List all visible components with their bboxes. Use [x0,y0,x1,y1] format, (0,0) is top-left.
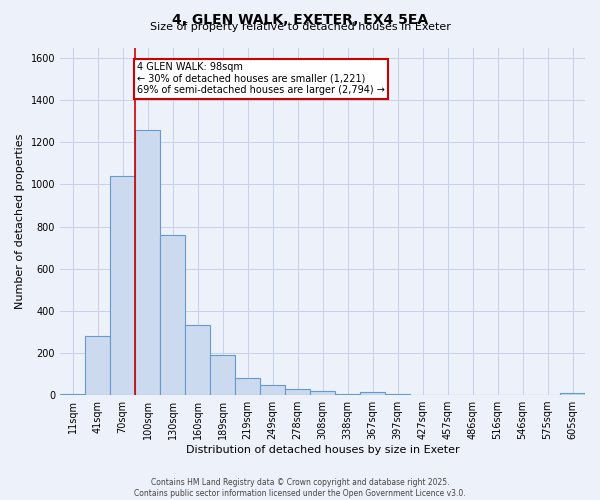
Bar [310,391,335,395]
Text: 4 GLEN WALK: 98sqm
← 30% of detached houses are smaller (1,221)
69% of semi-deta: 4 GLEN WALK: 98sqm ← 30% of detached hou… [137,62,385,96]
Text: Size of property relative to detached houses in Exeter: Size of property relative to detached ho… [149,22,451,32]
Text: 4, GLEN WALK, EXETER, EX4 5EA: 4, GLEN WALK, EXETER, EX4 5EA [172,12,428,26]
X-axis label: Distribution of detached houses by size in Exeter: Distribution of detached houses by size … [186,445,460,455]
Y-axis label: Number of detached properties: Number of detached properties [15,134,25,309]
Bar [160,235,185,395]
Bar [560,393,585,395]
Bar [260,384,285,395]
Bar [235,378,260,395]
Bar [385,394,410,395]
Bar [85,336,110,395]
Bar [60,394,85,395]
Bar [285,389,310,395]
Bar [360,392,385,395]
Text: Contains HM Land Registry data © Crown copyright and database right 2025.
Contai: Contains HM Land Registry data © Crown c… [134,478,466,498]
Bar [110,176,135,395]
Bar [210,355,235,395]
Bar [185,324,210,395]
Bar [335,394,360,395]
Bar [135,130,160,395]
